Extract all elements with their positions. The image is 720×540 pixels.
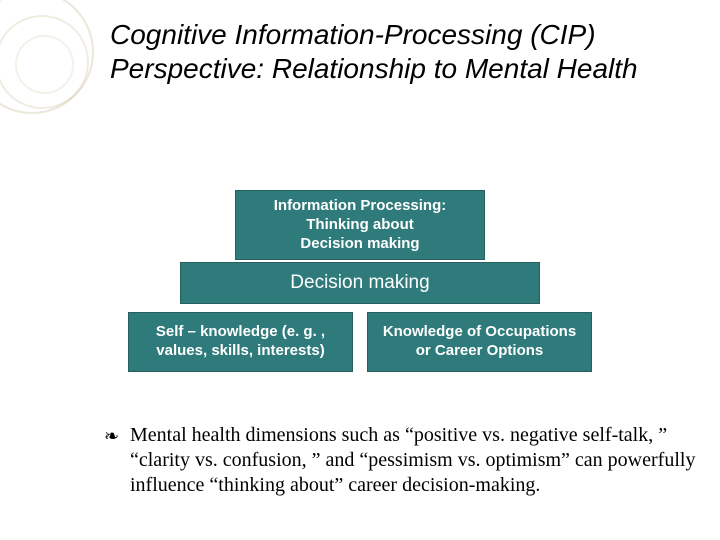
diagram-block-info-processing: Information Processing:Thinking aboutDec… bbox=[235, 190, 485, 260]
diagram-bottom-row: Self – knowledge (e. g. , values, skills… bbox=[120, 312, 600, 372]
ring-icon bbox=[15, 35, 74, 94]
diagram-block-self-knowledge: Self – knowledge (e. g. , values, skills… bbox=[128, 312, 353, 372]
decorative-rings bbox=[0, 0, 110, 130]
slide: Cognitive Information-Processing (CIP) P… bbox=[0, 0, 720, 540]
slide-title: Cognitive Information-Processing (CIP) P… bbox=[110, 18, 680, 85]
body-text: Mental health dimensions such as “positi… bbox=[130, 424, 695, 496]
diagram-block-decision-making: Decision making bbox=[180, 262, 540, 304]
bullet-icon: ❧ bbox=[104, 427, 119, 445]
cip-diagram: Information Processing:Thinking aboutDec… bbox=[120, 190, 600, 372]
diagram-block-occupation-knowledge: Knowledge of Occupations or Career Optio… bbox=[367, 312, 592, 372]
body-paragraph: ❧ Mental health dimensions such as “posi… bbox=[130, 423, 710, 498]
